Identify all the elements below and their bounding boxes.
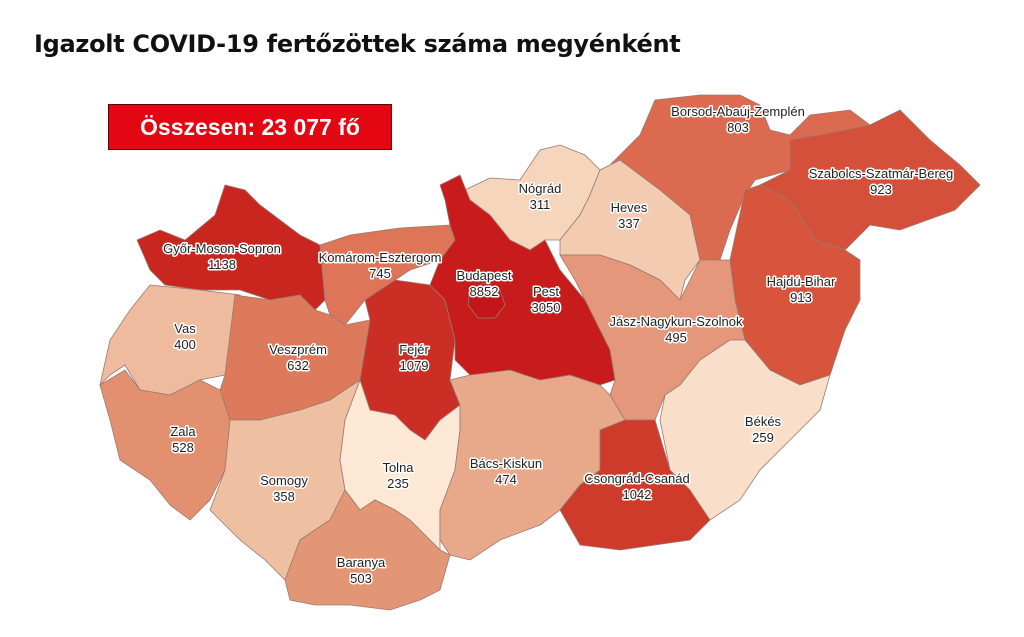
county-budapest (467, 282, 506, 319)
county-value-label: 913 (790, 290, 812, 305)
county-name-label: Tolna (382, 460, 414, 475)
county-name-label: Vas (174, 321, 196, 336)
county-name-label: Jász-Nagykun-Szolnok (610, 314, 743, 329)
county-name-label: Borsod-Abaúj-Zemplén (671, 104, 805, 119)
county-value-label: 358 (273, 489, 295, 504)
county-name-label: Heves (611, 200, 648, 215)
county-name-label: Komárom-Esztergom (319, 250, 442, 265)
county-name-label: Nógrád (519, 181, 562, 196)
county-value-label: 337 (618, 216, 640, 231)
county-value-label: 803 (727, 120, 749, 135)
county-value-label: 3050 (532, 300, 561, 315)
county-value-label: 495 (665, 330, 687, 345)
county-name-label: Szabolcs-Szatmár-Bereg (809, 166, 954, 181)
county-value-label: 745 (369, 266, 391, 281)
county-value-label: 8852 (470, 284, 499, 299)
county-value-label: 1079 (400, 358, 429, 373)
county-name-label: Veszprém (269, 342, 327, 357)
county-value-label: 235 (387, 476, 409, 491)
county-value-label: 259 (752, 430, 774, 445)
county-name-label: Bács-Kiskun (470, 456, 542, 471)
county-name-label: Győr-Moson-Sopron (163, 241, 281, 256)
county-value-label: 400 (174, 337, 196, 352)
county-name-label: Pest (533, 284, 559, 299)
county-baranya (284, 489, 451, 611)
county-value-label: 1042 (623, 487, 652, 502)
county-name-label: Csongrád-Csanád (584, 471, 690, 486)
county-name-label: Fejér (399, 342, 429, 357)
county-value-label: 311 (530, 197, 551, 212)
county-name-label: Békés (745, 414, 782, 429)
county-name-label: Zala (170, 424, 196, 439)
county-value-label: 1138 (208, 257, 236, 272)
county-name-label: Budapest (457, 268, 512, 283)
county-name-label: Somogy (260, 473, 308, 488)
county-csongrad-csanad (559, 419, 711, 551)
county-value-label: 474 (495, 472, 517, 487)
total-cases-badge: Összesen: 23 077 fő (108, 104, 392, 150)
county-bekes (659, 339, 831, 521)
county-value-label: 528 (172, 440, 194, 455)
map-title: Igazolt COVID-19 fertőzöttek száma megyé… (34, 30, 681, 58)
county-pest (429, 174, 616, 386)
county-name-label: Hajdú-Bihar (767, 274, 836, 289)
county-name-label: Baranya (337, 555, 386, 570)
county-value-label: 923 (870, 182, 892, 197)
county-value-label: 503 (350, 571, 372, 586)
county-value-label: 632 (287, 358, 309, 373)
